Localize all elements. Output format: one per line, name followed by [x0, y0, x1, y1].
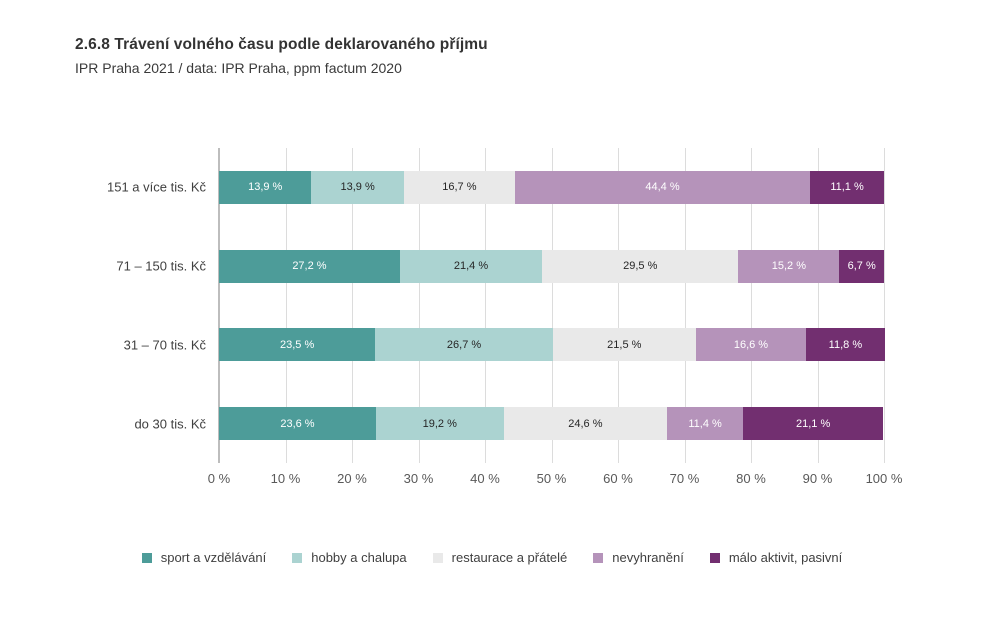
chart-title: 2.6.8 Trávení volného času podle deklaro… [75, 36, 488, 53]
bar-segment: 26,7 % [375, 328, 553, 362]
legend-swatch-icon [432, 552, 443, 563]
x-tick-label: 20 % [337, 471, 367, 486]
row-label: 71 – 150 tis. Kč [116, 258, 206, 274]
gridline [684, 148, 686, 463]
bar-segment: 29,5 % [542, 249, 739, 283]
bar-segment: 11,4 % [667, 407, 743, 441]
row-label: 31 – 70 tis. Kč [123, 337, 206, 353]
bar-segment: 23,5 % [219, 328, 376, 362]
segment-value-label: 26,7 % [446, 338, 482, 351]
bar-segment: 16,6 % [695, 328, 807, 362]
x-tick-label: 40 % [470, 471, 500, 486]
legend-swatch-icon [141, 552, 152, 563]
segment-value-label: 16,6 % [733, 338, 769, 351]
gridline [751, 148, 752, 463]
bar-row: do 30 tis. Kč 23,6 % 19,2 % 24,6 % 11,4 % 21,… [134, 407, 884, 441]
legend-swatch-icon [709, 552, 720, 563]
plot-area: 151 a více tis. Kč 13,9 % 13,9 % 16,7 % 44,4… [107, 148, 885, 463]
bar-segment: 27,2 % [219, 249, 400, 283]
bar-segment: 44,4 % [514, 170, 811, 204]
bar-row: 31 – 70 tis. Kč 23,5 % 26,7 % 21,5 % 16,6 % 1… [124, 328, 885, 362]
gridline [485, 148, 486, 463]
segment-value-label: 13,9 % [248, 181, 283, 194]
segment-value-label: 27,2 % [292, 260, 327, 273]
axis-zero-line [218, 148, 220, 463]
x-tick-label: 0 % [207, 471, 231, 486]
bar-row: 71 – 150 tis. Kč 27,2 % 21,4 % 29,5 % 15,2 %… [116, 249, 884, 283]
bar-segment: 24,6 % [503, 407, 668, 441]
segment-value-label: 6,7 % [847, 260, 876, 273]
x-tick-label: 60 % [603, 471, 633, 486]
legend-label: málo aktivit, pasivní [728, 550, 843, 565]
bar-row: 151 a více tis. Kč 13,9 % 13,9 % 16,7 % 44,4… [107, 170, 884, 204]
bar-segment: 6,7 % [839, 249, 884, 283]
x-tick-label: 30 % [403, 471, 434, 486]
segment-value-label: 23,5 % [280, 338, 315, 351]
bar-segment: 23,6 % [219, 407, 376, 441]
legend-item: nevyhranění [593, 550, 684, 565]
x-tick-label: 70 % [669, 471, 700, 486]
gridline [884, 148, 885, 463]
legend-label: sport a vzdělávání [160, 550, 267, 565]
bar-segment: 15,2 % [738, 249, 840, 283]
legend-swatch-icon [593, 552, 604, 563]
gridline [285, 148, 287, 463]
gridline [352, 148, 353, 463]
segment-value-label: 44,4 % [645, 181, 680, 194]
bar-segment: 21,5 % [552, 328, 696, 362]
segment-value-label: 21,1 % [796, 417, 831, 430]
segment-value-label: 24,6 % [568, 417, 603, 430]
segment-value-label: 16,7 % [442, 181, 477, 194]
segment-value-label: 29,5 % [623, 260, 658, 273]
x-axis: 0 % 10 % 20 % 30 % 40 % 50 % 60 % 70 % 80 % 90 % 1… [208, 471, 903, 491]
bar-segment: 21,4 % [399, 249, 543, 283]
legend: sport a vzdělávání hobby a chalupa restaur… [0, 550, 984, 565]
segment-value-label: 15,2 % [771, 260, 806, 273]
x-tick-label: 100 % [865, 471, 903, 486]
legend-label: restaurace a přátelé [451, 550, 568, 565]
legend-item: hobby a chalupa [292, 550, 407, 565]
gridline [551, 148, 553, 463]
segment-value-label: 11,8 % [828, 338, 863, 351]
legend-label: hobby a chalupa [311, 550, 407, 565]
bar-segment: 13,9 % [219, 170, 312, 204]
bar-segment: 21,1 % [742, 407, 884, 441]
segment-value-label: 19,2 % [422, 417, 457, 430]
gridline [418, 148, 420, 463]
segment-value-label: 11,1 % [830, 181, 864, 194]
segment-value-label: 21,4 % [453, 260, 489, 273]
x-tick-label: 50 % [536, 471, 567, 486]
x-tick-label: 10 % [270, 471, 301, 486]
segment-value-label: 21,5 % [607, 338, 642, 351]
x-tick-label: 90 % [802, 471, 833, 486]
legend-label: nevyhranění [612, 550, 684, 565]
legend-swatch-icon [292, 552, 303, 563]
legend-item: sport a vzdělávání [141, 550, 267, 565]
gridline [817, 148, 819, 463]
bar-segment: 11,1 % [810, 170, 884, 204]
segment-value-label: 13,9 % [340, 181, 375, 194]
segment-value-label: 23,6 % [280, 417, 315, 430]
bar-segment: 11,8 % [806, 328, 885, 362]
x-tick-label: 80 % [736, 471, 766, 486]
legend-item: restaurace a přátelé [432, 550, 568, 565]
segment-value-label: 11,4 % [688, 417, 722, 430]
bar-segment: 16,7 % [403, 170, 515, 204]
legend-item: málo aktivit, pasivní [709, 550, 843, 565]
row-label: 151 a více tis. Kč [107, 179, 206, 195]
bar-segment: 13,9 % [311, 170, 404, 204]
row-label: do 30 tis. Kč [134, 416, 206, 432]
bar-segment: 19,2 % [375, 407, 504, 441]
gridline [618, 148, 619, 463]
chart-subtitle: IPR Praha 2021 / data: IPR Praha, ppm fa… [75, 60, 402, 76]
bar-rows-container: 151 a více tis. Kč 13,9 % 13,9 % 16,7 % 44,4… [107, 148, 885, 463]
